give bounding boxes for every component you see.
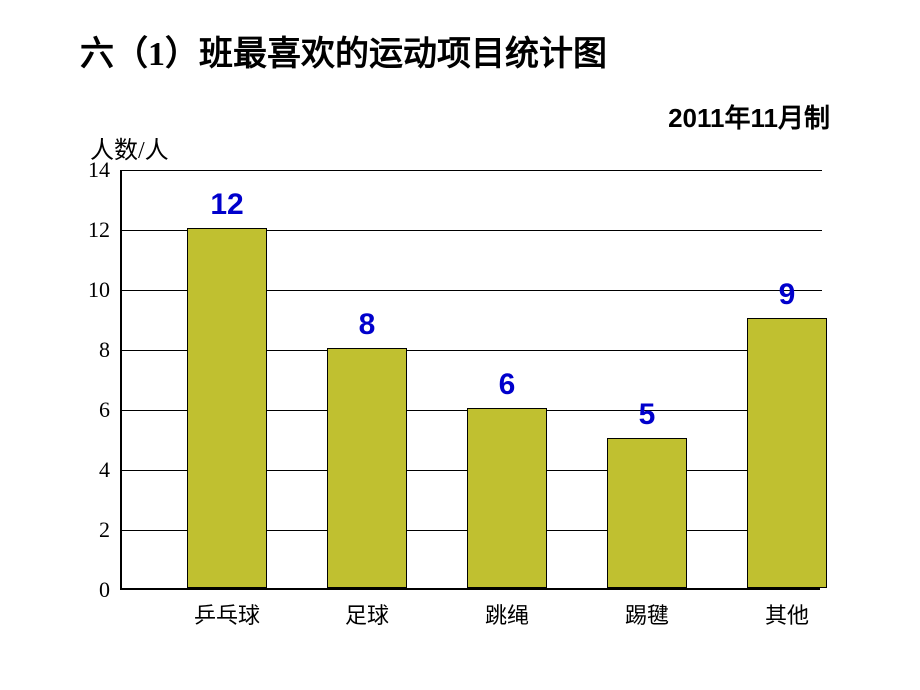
x-tick-label: 跳绳	[485, 598, 529, 630]
bar-value-label: 12	[210, 188, 243, 222]
y-tick-label: 14	[70, 157, 110, 183]
chart-subtitle: 2011年11月制	[668, 98, 830, 135]
bar-chart: 0246810121412乒乓球8足球6跳绳5踢毽9其他	[120, 170, 820, 590]
x-tick-label: 足球	[345, 598, 389, 630]
bar-value-label: 5	[639, 398, 656, 432]
y-tick-label: 6	[70, 397, 110, 423]
x-tick-label: 乒乓球	[194, 598, 260, 630]
bar	[607, 438, 687, 588]
plot-area: 0246810121412乒乓球8足球6跳绳5踢毽9其他	[120, 170, 820, 590]
bar-value-label: 8	[359, 308, 376, 342]
bar	[467, 408, 547, 588]
bar-value-label: 9	[779, 278, 796, 312]
y-tick-label: 12	[70, 217, 110, 243]
y-tick-label: 4	[70, 457, 110, 483]
x-tick-label: 踢毽	[625, 598, 669, 630]
bar	[747, 318, 827, 588]
bar	[327, 348, 407, 588]
x-tick-label: 其他	[765, 598, 809, 630]
chart-title: 六（1）班最喜欢的运动项目统计图	[80, 26, 607, 75]
y-tick-label: 8	[70, 337, 110, 363]
bar-value-label: 6	[499, 368, 516, 402]
y-tick-label: 10	[70, 277, 110, 303]
bar	[187, 228, 267, 588]
y-tick-label: 2	[70, 517, 110, 543]
y-tick-label: 0	[70, 577, 110, 603]
grid-line	[122, 170, 822, 171]
